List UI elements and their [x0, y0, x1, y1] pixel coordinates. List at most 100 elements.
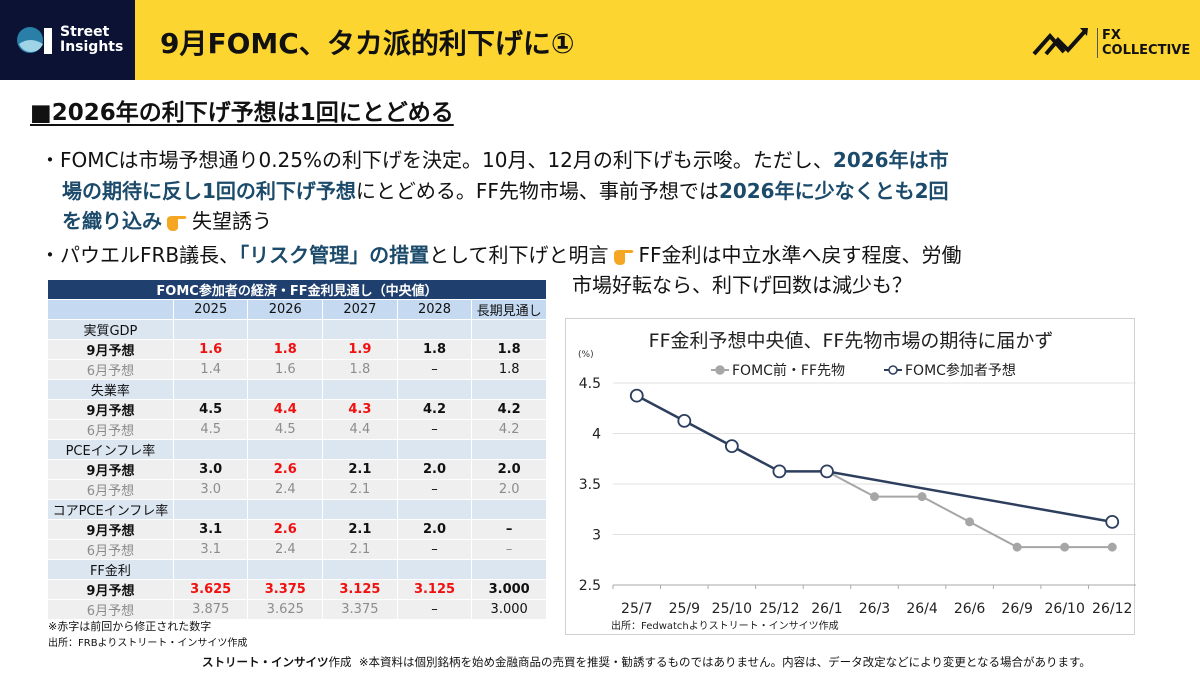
table-cell: 3.375	[323, 600, 397, 619]
y-tick-label: 3.5	[579, 477, 601, 493]
empty-cell	[248, 320, 323, 339]
data-point	[724, 439, 739, 454]
row-label: 9月予想	[48, 400, 173, 419]
footer-brand: ストリート・インサイツ	[202, 655, 329, 669]
table-category-row: 実質GDP	[48, 320, 546, 339]
y-tick-label: 4.5	[579, 376, 601, 392]
fx-collective-logo-text: FX COLLECTIVE	[1097, 28, 1190, 58]
table-row: 9月予想 3.625 3.375 3.125 3.125 3.000	[48, 580, 546, 599]
table-cell: 1.8	[248, 340, 323, 359]
table-cell: 2.0	[397, 520, 472, 539]
column-header	[48, 300, 173, 319]
empty-cell	[248, 560, 323, 579]
table-cell: 4.4	[248, 400, 323, 419]
table-cell: 4.2	[397, 400, 472, 419]
series-line-1	[636, 394, 1113, 524]
empty-cell	[323, 500, 397, 519]
table-cell: 4.2	[472, 400, 546, 419]
table-row: 6月予想 1.4 1.6 1.8–1.8	[48, 360, 546, 379]
pointing-hand-icon	[613, 250, 634, 265]
row-label: 9月予想	[48, 580, 173, 599]
x-tick-label: 25/12	[759, 601, 799, 617]
x-tick-label: 26/4	[906, 601, 938, 617]
empty-cell	[248, 500, 323, 519]
table-cell: 1.6	[173, 340, 248, 359]
x-tick-label: 25/9	[669, 601, 700, 617]
table-cell: 1.4	[173, 360, 248, 379]
body-text: 市場好転なら、利下げ回数は減少も？	[572, 273, 912, 297]
y-tick-label: 3	[592, 528, 601, 544]
column-header: 2028	[397, 300, 472, 319]
column-header: 2025	[173, 300, 248, 319]
y-axis-unit: (%)	[578, 350, 594, 360]
table-cell: 3.1	[173, 540, 248, 559]
column-header: 長期見通し	[472, 300, 546, 319]
empty-cell	[472, 500, 546, 519]
empty-cell	[397, 380, 472, 399]
empty-cell	[173, 560, 248, 579]
table-row: 9月予想 3.0 2.6 2.1 2.0 2.0	[48, 460, 546, 479]
empty-cell	[472, 440, 546, 459]
empty-cell	[323, 440, 397, 459]
table-cell: 2.6	[248, 520, 323, 539]
x-tick-label: 26/6	[954, 601, 986, 617]
table-cell: 1.8	[472, 360, 546, 379]
body-text: として利下げと明言	[429, 243, 609, 267]
empty-cell	[472, 320, 546, 339]
table-row: 6月予想 3.0 2.4 2.1–2.0	[48, 480, 546, 499]
table-cell: –	[472, 540, 546, 559]
data-point	[820, 464, 834, 479]
empty-cell	[397, 320, 472, 339]
table-cell: 4.2	[472, 420, 546, 439]
body-text: ・FOMCは市場予想通り0.25%の利下げを決定。10月、12月の利下げも示唆。…	[40, 148, 833, 172]
category-label: コアPCEインフレ率	[48, 500, 173, 519]
table-cell: 1.8	[397, 340, 472, 359]
empty-cell	[323, 320, 397, 339]
row-label: 9月予想	[48, 460, 173, 479]
row-label: 6月予想	[48, 360, 173, 379]
legend-marker	[715, 365, 725, 375]
bullet-1-line-1: ・FOMCは市場予想通り0.25%の利下げを決定。10月、12月の利下げも示唆。…	[40, 145, 949, 176]
bullet-1-line-2: 場の期待に反し1回の利下げ予想にとどめる。FF先物市場、事前予想では2026年に…	[62, 176, 949, 207]
table-cell: 2.1	[323, 460, 397, 479]
x-tick-label: 26/1	[811, 601, 842, 617]
x-tick-label: 26/9	[1001, 601, 1032, 617]
table-cell: –	[397, 600, 472, 619]
table-cell: 3.0	[173, 460, 248, 479]
data-point	[629, 388, 644, 403]
empty-cell	[173, 500, 248, 519]
empty-cell	[173, 380, 248, 399]
table-row: 6月予想 3.875 3.625 3.375–3.000	[48, 600, 546, 619]
table-row: 6月予想 3.1 2.4 2.1– –	[48, 540, 546, 559]
ff-rate-chart: FF金利予想中央値、FF先物市場の期待に届かず (%) 4.5 4 3.5 3 2.5 25/…	[565, 318, 1136, 635]
highlighted-text: 「リスク管理」の措置	[239, 243, 430, 267]
table-cell: 3.125	[397, 580, 472, 599]
empty-cell	[173, 440, 248, 459]
data-point	[1060, 542, 1070, 552]
x-tick-label: 26/10	[1045, 601, 1085, 617]
table-cell: 3.000	[472, 580, 546, 599]
category-label: PCEインフレ率	[48, 440, 173, 459]
table-cell: –	[397, 540, 472, 559]
data-point	[965, 517, 975, 527]
data-point	[1012, 542, 1022, 552]
table-cell: 4.5	[173, 420, 248, 439]
table-cell: 2.1	[323, 520, 397, 539]
footer: ストリート・インサイツ作成 ※本資料は個別銘柄を始め金融商品の売買を推奨・勧誘す…	[202, 654, 1091, 670]
table-category-row: コアPCEインフレ率	[48, 500, 546, 519]
row-label: 9月予想	[48, 340, 173, 359]
table-cell: 2.4	[248, 540, 323, 559]
table-title: FOMC参加者の経済・FF金利見通し（中央値）	[48, 280, 546, 299]
table-cell: 2.1	[323, 540, 397, 559]
data-point	[772, 464, 787, 479]
chart-title: FF金利予想中央値、FF先物市場の期待に届かず	[649, 330, 1054, 352]
page-title: 9月FOMC、タカ派的利下げに①	[160, 27, 575, 60]
table-note: ※赤字は前回から修正された数字	[48, 620, 212, 633]
table-cell: 1.8	[472, 340, 546, 359]
table-cell: 2.1	[323, 480, 397, 499]
table-row: 9月予想 1.6 1.8 1.9 1.8 1.8	[48, 340, 546, 359]
table-cell: 4.5	[248, 420, 323, 439]
table-cell: –	[397, 480, 472, 499]
table-cell: 2.0	[472, 460, 546, 479]
table-cell: 3.875	[173, 600, 248, 619]
